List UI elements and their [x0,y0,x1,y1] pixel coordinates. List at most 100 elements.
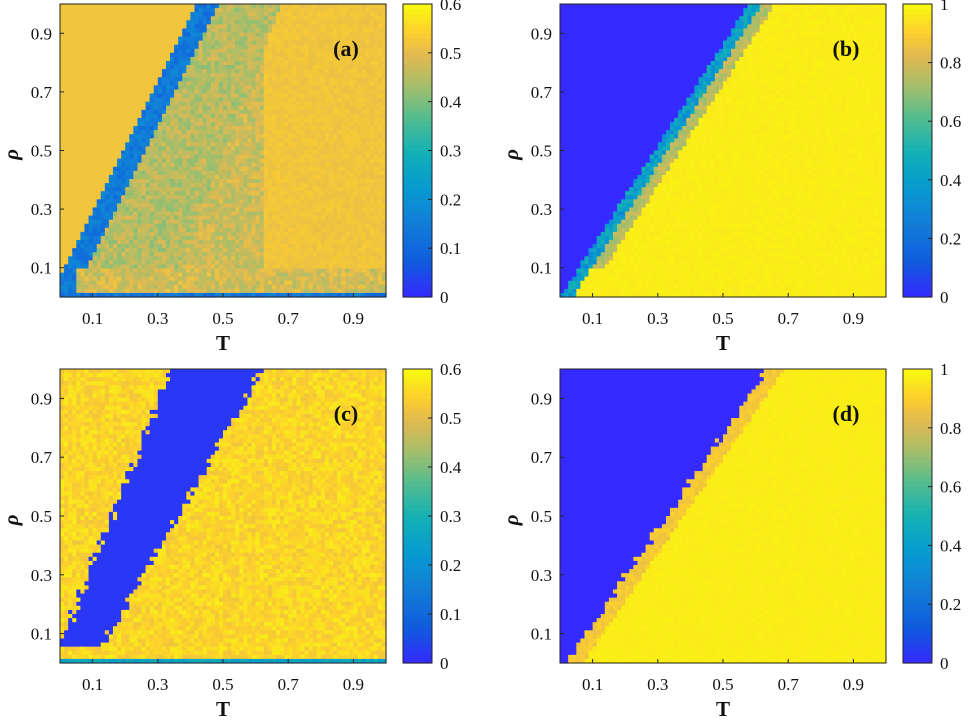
heatmap-cell [296,227,302,233]
heatmap-cell [104,183,110,188]
heatmap-cell [320,20,326,25]
heatmap-cell [84,150,90,156]
heatmap-cell [68,89,73,95]
heatmap-cell [88,142,94,148]
heatmap-cell [153,170,159,176]
heatmap-cell [170,203,175,209]
heatmap-cell [186,73,191,78]
heatmap-cell [292,85,297,91]
heatmap-cell [247,36,253,42]
heatmap-cell [308,93,314,99]
heatmap-cell [100,93,106,99]
heatmap-cell [333,130,338,135]
heatmap-cell [141,4,147,9]
heatmap-cell [259,65,265,70]
heatmap-cell [353,85,359,91]
heatmap-cell [231,77,236,82]
heatmap-cell [288,170,293,176]
heatmap-cell [214,203,220,209]
heatmap-cell [125,28,130,34]
heatmap-cell [231,69,236,74]
heatmap-cell [198,207,204,213]
heatmap-cell [170,130,175,135]
heatmap-cell [365,219,371,225]
heatmap-cell [206,223,212,229]
heatmap-cell [108,77,114,82]
heatmap-cell [178,223,183,229]
heatmap-cell [133,101,139,107]
heatmap-cell [92,158,98,164]
heatmap-cell [210,16,216,21]
heatmap-cell [308,117,314,123]
heatmap-cell [231,134,236,139]
heatmap-cell [137,244,143,249]
heatmap-cell [247,207,253,213]
heatmap-cell [60,223,65,229]
heatmap-cell [125,77,130,82]
heatmap-cell [267,44,273,50]
heatmap-cell [341,93,346,99]
heatmap-cell [210,52,216,58]
heatmap-cell [263,170,269,176]
heatmap-cell [96,4,102,9]
heatmap-cell [84,187,90,192]
heatmap-cell [267,138,273,143]
heatmap-cell [267,81,273,86]
heatmap-cell [100,158,106,164]
heatmap-cell [202,40,208,46]
heatmap-cell [182,227,187,233]
heatmap-cell [361,73,367,78]
heatmap-cell [133,130,139,135]
heatmap-cell [324,146,330,152]
heatmap-cell [92,52,98,58]
heatmap-cell [141,178,147,184]
heatmap-cell [76,134,81,139]
heatmap-cell [157,44,163,50]
heatmap-cell [231,130,236,135]
heatmap-cell [129,235,134,241]
heatmap-cell [121,48,126,54]
heatmap-cell [316,12,322,17]
heatmap-cell [300,195,306,200]
heatmap-cell [100,20,106,25]
heatmap-cell [161,215,167,221]
heatmap-cell [125,40,130,46]
heatmap-cell [337,207,342,213]
heatmap-cell [235,154,240,160]
heatmap-cell [133,28,139,34]
heatmap-cell [92,32,98,38]
heatmap-cell [157,150,163,156]
heatmap-cell [259,56,265,62]
heatmap-cell [161,158,167,164]
heatmap-cell [239,89,244,95]
heatmap-cell [202,235,208,241]
heatmap-cell [100,117,106,123]
heatmap-cell [259,138,265,143]
heatmap-cell [137,248,143,253]
heatmap-cell [251,240,257,245]
heatmap-cell [100,122,106,127]
heatmap-cell [218,60,224,66]
heatmap-cell [243,207,249,213]
heatmap-cell [373,93,379,99]
heatmap-cell [182,24,187,30]
heatmap-cell [165,223,171,229]
heatmap-cell [182,256,187,261]
heatmap-cell [280,52,285,58]
heatmap-cell [60,93,65,99]
heatmap-cell [381,85,387,91]
heatmap-cell [357,122,363,127]
heatmap-cell [223,36,228,42]
heatmap-cell [165,81,171,86]
heatmap-cell [96,166,102,172]
heatmap-cell [121,235,126,241]
heatmap-cell [174,235,179,241]
heatmap-cell [308,240,314,245]
heatmap-cell [133,40,139,46]
heatmap-cell [328,211,334,217]
heatmap-cell [108,256,114,261]
heatmap-cell [125,187,130,192]
heatmap-cell [149,85,155,91]
heatmap-cell [112,240,118,245]
heatmap-cell [133,195,139,200]
